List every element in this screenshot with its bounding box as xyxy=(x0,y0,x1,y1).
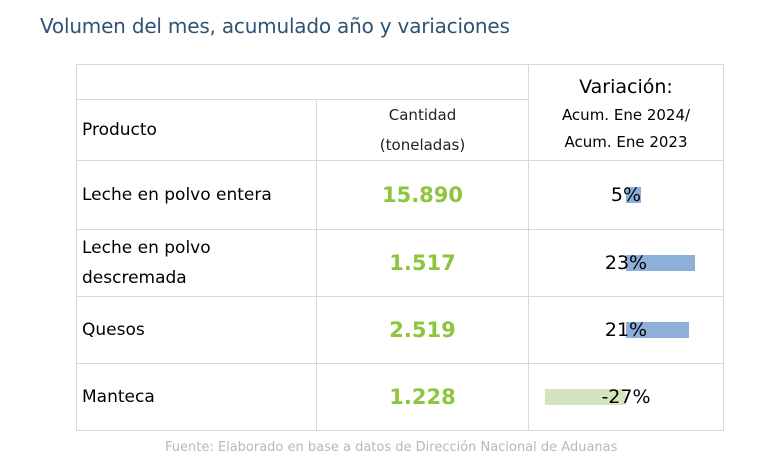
variation-cell: 23% xyxy=(528,228,724,297)
variation-value: 21% xyxy=(604,318,648,341)
quantity-header-line1: Cantidad xyxy=(388,105,457,124)
variation-cell: 5% xyxy=(528,159,724,230)
variation-bar xyxy=(626,186,641,203)
variation-value: -27% xyxy=(601,385,651,408)
header-row: Producto Cantidad (toneladas) Acum. Ene … xyxy=(76,98,724,161)
source-note: Fuente: Elaborado en base a datos de Dir… xyxy=(165,440,618,455)
variation-value: 23% xyxy=(604,251,648,274)
product-name: Leche en polvo descremada xyxy=(76,228,317,297)
variation-cell: 21% xyxy=(528,295,724,364)
quantity-value: 1.517 xyxy=(316,228,529,297)
quantity-value: 15.890 xyxy=(316,159,529,230)
product-name: Leche en polvo entera xyxy=(76,159,317,230)
product-name-line1: Manteca xyxy=(82,386,155,407)
quantity-value: 2.519 xyxy=(316,295,529,364)
volume-table: Variación: Producto Cantidad (toneladas)… xyxy=(76,64,724,431)
product-name: Quesos xyxy=(76,295,317,364)
quantity-header: Cantidad (toneladas) xyxy=(316,98,529,161)
variation-value: 5% xyxy=(610,183,642,206)
table-row: Leche en polvo entera 15.890 5% xyxy=(76,159,724,230)
table-row: Manteca 1.228 -27% xyxy=(76,362,724,431)
header-row-top: Variación: xyxy=(76,64,724,100)
quantity-header-line2: (toneladas) xyxy=(379,135,466,154)
quantity-value: 1.228 xyxy=(316,362,529,431)
product-name-line1: Leche en polvo entera xyxy=(82,184,272,205)
variation-bar xyxy=(626,254,695,271)
page-title: Volumen del mes, acumulado año y variaci… xyxy=(40,14,510,38)
variation-header: Acum. Ene 2024/ Acum. Ene 2023 xyxy=(528,99,724,161)
variation-header-title: Variación: xyxy=(528,64,724,99)
variation-bar xyxy=(545,388,626,405)
product-name: Manteca xyxy=(76,362,317,431)
variation-header-line2: Acum. Ene 2023 xyxy=(564,133,688,152)
table-row: Quesos 2.519 21% xyxy=(76,295,724,364)
variation-header-line1: Acum. Ene 2024/ xyxy=(561,106,691,125)
product-name-line2: descremada xyxy=(82,267,187,288)
header-empty-cell xyxy=(76,64,529,100)
variation-bar xyxy=(626,321,689,338)
product-name-line1: Leche en polvo xyxy=(82,237,211,258)
product-header: Producto xyxy=(76,98,317,161)
table-row: Leche en polvo descremada 1.517 23% xyxy=(76,228,724,297)
variation-cell: -27% xyxy=(528,362,724,431)
product-name-line1: Quesos xyxy=(82,319,145,340)
